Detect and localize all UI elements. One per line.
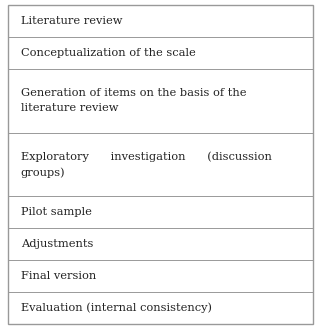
Text: Adjustments: Adjustments: [21, 239, 93, 249]
Text: Evaluation (internal consistency): Evaluation (internal consistency): [21, 303, 212, 314]
Text: Exploratory      investigation      (discussion
groups): Exploratory investigation (discussion gr…: [21, 151, 272, 178]
Text: Generation of items on the basis of the
literature review: Generation of items on the basis of the …: [21, 88, 246, 113]
Text: Literature review: Literature review: [21, 16, 122, 26]
Text: Conceptualization of the scale: Conceptualization of the scale: [21, 48, 195, 58]
Text: Pilot sample: Pilot sample: [21, 207, 92, 217]
Text: Final version: Final version: [21, 271, 96, 281]
